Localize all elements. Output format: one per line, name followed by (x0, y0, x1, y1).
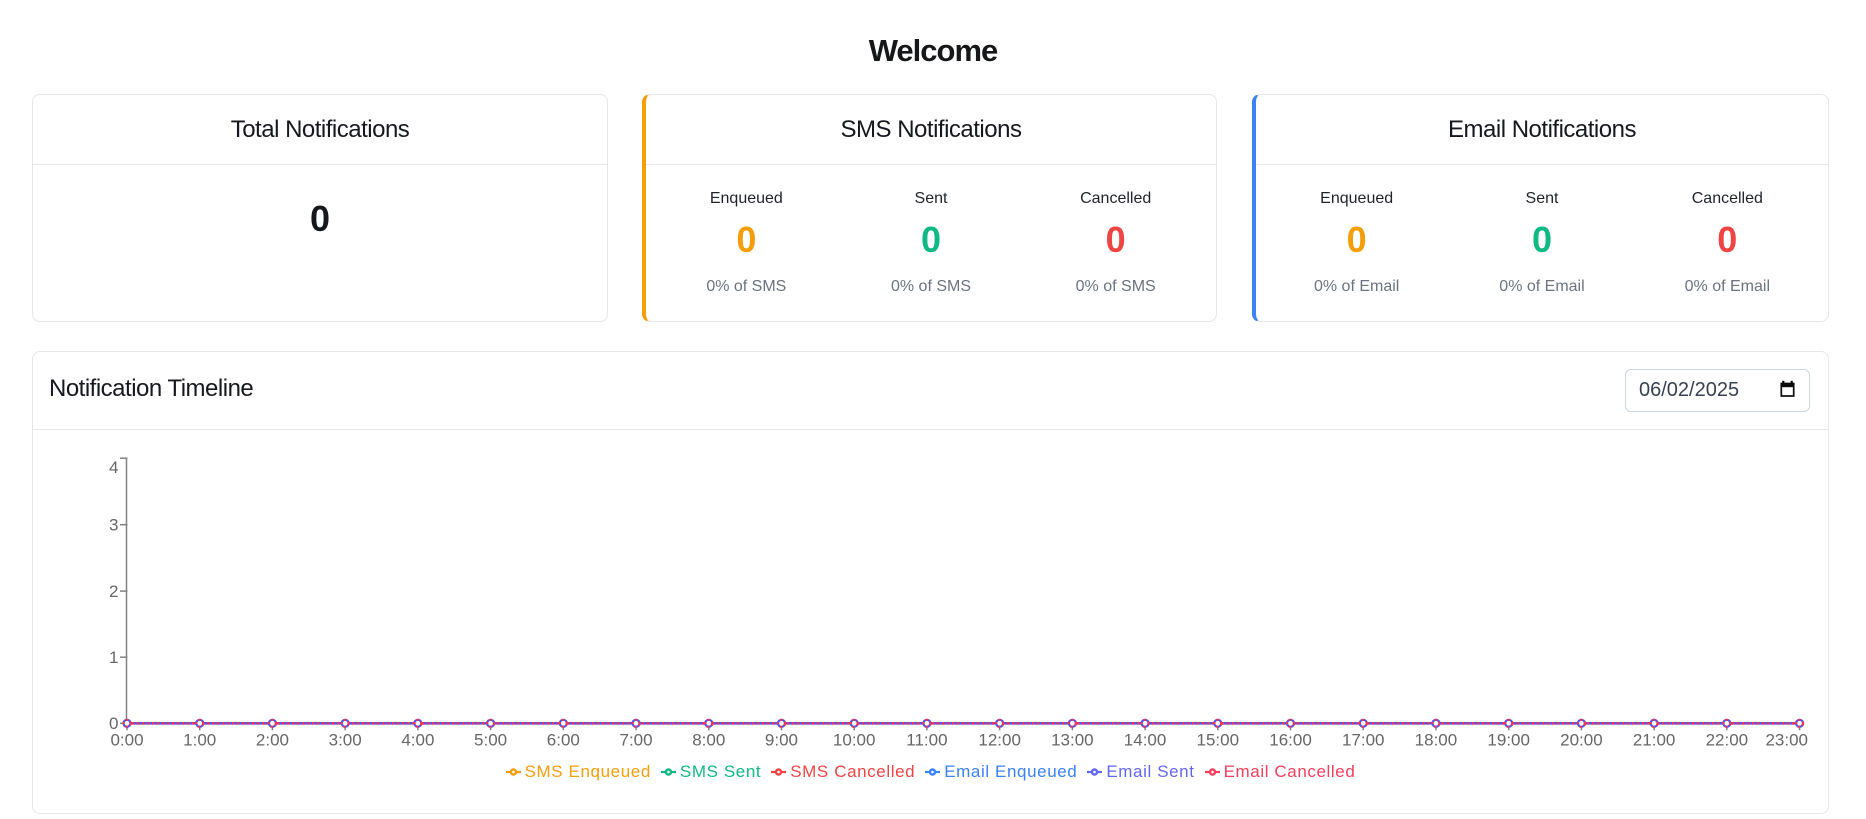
svg-text:3: 3 (109, 516, 118, 535)
svg-text:21:00: 21:00 (1633, 730, 1676, 749)
svg-text:1:00: 1:00 (183, 730, 216, 749)
svg-text:18:00: 18:00 (1415, 730, 1458, 749)
svg-text:12:00: 12:00 (978, 730, 1021, 749)
svg-text:1: 1 (109, 648, 118, 667)
svg-text:4: 4 (109, 458, 118, 477)
svg-text:20:00: 20:00 (1560, 730, 1603, 749)
svg-text:3:00: 3:00 (329, 730, 362, 749)
svg-text:13:00: 13:00 (1051, 730, 1094, 749)
svg-text:9:00: 9:00 (765, 730, 798, 749)
svg-text:7:00: 7:00 (619, 730, 652, 749)
svg-text:6:00: 6:00 (547, 730, 580, 749)
svg-text:8:00: 8:00 (692, 730, 725, 749)
svg-text:0:00: 0:00 (110, 730, 143, 749)
svg-text:23:00: 23:00 (1765, 730, 1808, 749)
svg-text:19:00: 19:00 (1487, 730, 1530, 749)
svg-text:0: 0 (109, 714, 118, 733)
svg-text:16:00: 16:00 (1269, 730, 1312, 749)
svg-text:11:00: 11:00 (906, 730, 947, 749)
svg-text:22:00: 22:00 (1706, 730, 1749, 749)
svg-text:10:00: 10:00 (833, 730, 876, 749)
svg-text:17:00: 17:00 (1342, 730, 1385, 749)
svg-text:14:00: 14:00 (1124, 730, 1167, 749)
svg-text:4:00: 4:00 (401, 730, 434, 749)
svg-text:15:00: 15:00 (1197, 730, 1240, 749)
svg-text:2:00: 2:00 (256, 730, 289, 749)
svg-text:2: 2 (109, 582, 118, 601)
svg-text:5:00: 5:00 (474, 730, 507, 749)
